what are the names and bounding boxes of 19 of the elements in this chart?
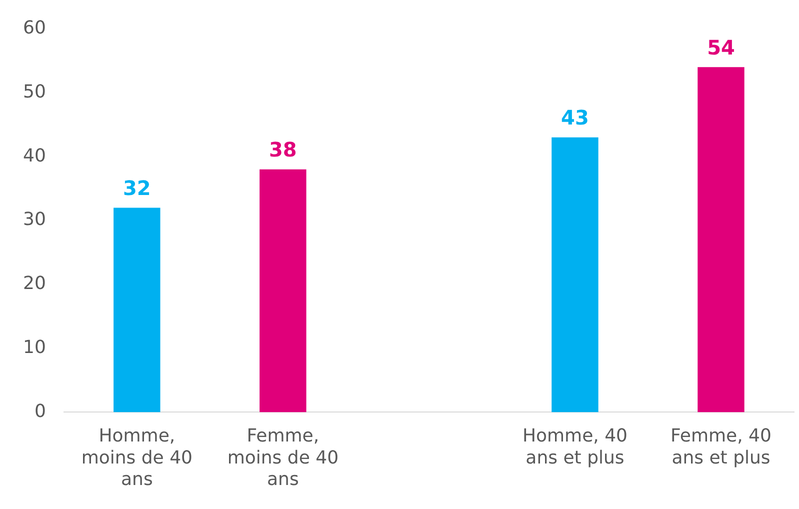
bar bbox=[114, 208, 160, 412]
y-tick-label: 20 bbox=[23, 273, 46, 294]
y-tick-label: 10 bbox=[23, 336, 46, 358]
bar bbox=[552, 137, 598, 412]
data-label: 32 bbox=[122, 176, 151, 200]
data-label: 54 bbox=[707, 35, 735, 60]
x-tick-label: Femme, 40 ans et plus bbox=[670, 426, 772, 468]
data-label: 43 bbox=[561, 106, 589, 130]
x-tick-label: Femme, moins de 40 ans bbox=[227, 426, 339, 490]
data-label: 38 bbox=[269, 138, 297, 162]
y-tick-label: 60 bbox=[23, 17, 46, 38]
y-tick-label: 50 bbox=[23, 81, 46, 102]
bar bbox=[260, 169, 306, 412]
y-tick-label: 40 bbox=[23, 145, 46, 166]
y-tick-label: 0 bbox=[34, 400, 46, 422]
bar bbox=[698, 67, 744, 412]
y-tick-label: 30 bbox=[23, 209, 46, 230]
x-tick-label: Homme, moins de 40 ans bbox=[81, 426, 193, 490]
x-tick-label: Homme, 40 ans et plus bbox=[522, 426, 628, 468]
